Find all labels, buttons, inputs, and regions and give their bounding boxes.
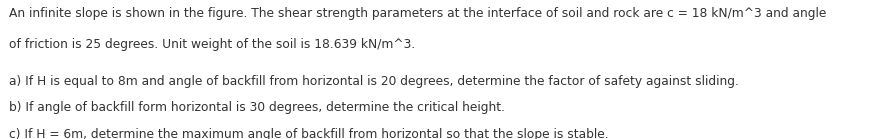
Text: b) If angle of backfill form horizontal is 30 degrees, determine the critical he: b) If angle of backfill form horizontal … <box>9 101 504 115</box>
Text: c) If H = 6m, determine the maximum angle of backfill from horizontal so that th: c) If H = 6m, determine the maximum angl… <box>9 128 607 139</box>
Text: a) If H is equal to 8m and angle of backfill from horizontal is 20 degrees, dete: a) If H is equal to 8m and angle of back… <box>9 75 738 88</box>
Text: An infinite slope is shown in the figure. The shear strength parameters at the i: An infinite slope is shown in the figure… <box>9 7 826 20</box>
Text: of friction is 25 degrees. Unit weight of the soil is 18.639 kN/m^3.: of friction is 25 degrees. Unit weight o… <box>9 38 415 51</box>
